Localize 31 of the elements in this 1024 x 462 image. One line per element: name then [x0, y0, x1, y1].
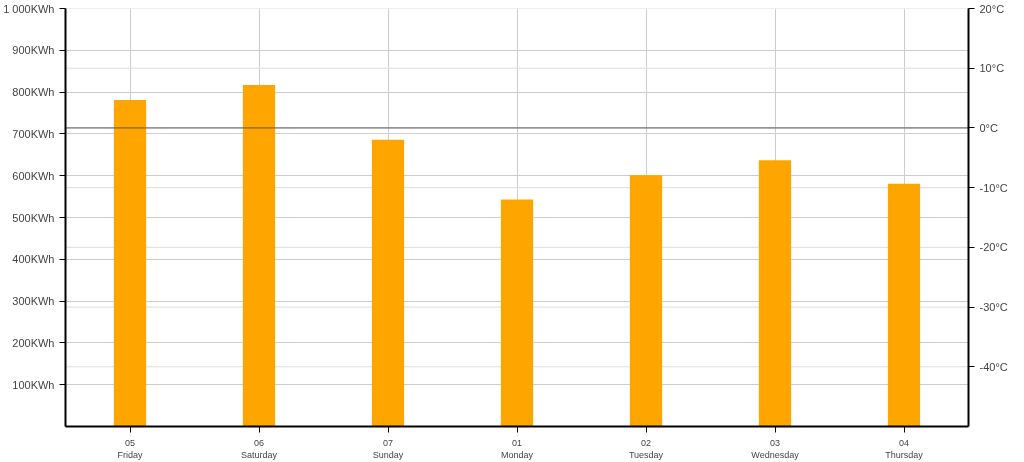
y-tick-label: 300KWh	[12, 295, 55, 308]
x-tick-label: 04 Thursday	[885, 437, 924, 460]
y-tick-label: 200KWh	[12, 336, 55, 349]
y2-tick-label: 0°C	[979, 121, 999, 134]
bar	[242, 84, 276, 427]
y-tick-label: 400KWh	[12, 253, 55, 266]
bar	[113, 100, 147, 427]
bar	[887, 183, 921, 427]
bar	[758, 160, 792, 427]
y-tick-label: 700KWh	[12, 127, 55, 140]
y2-tick-label: 20°C	[979, 2, 1005, 15]
y-tick-label: 900KWh	[12, 44, 55, 57]
x-tick-label: 03 Wednesday	[751, 437, 800, 460]
x-tick-label: 07 Sunday	[372, 437, 404, 460]
y-tick-label: 600KWh	[12, 169, 55, 182]
y-tick-label: 100KWh	[12, 378, 55, 391]
y-tick-label: 800KWh	[12, 86, 55, 99]
y-tick-label: 1 000KWh	[3, 2, 55, 15]
x-tick-label: 05 Friday	[117, 437, 143, 460]
x-tick-label: 01 Monday	[500, 437, 534, 460]
y-tick-label: 500KWh	[12, 211, 55, 224]
y2-tick-label: 10°C	[979, 62, 1005, 75]
bar	[629, 175, 663, 427]
x-tick-label: 06 Saturday	[240, 437, 278, 460]
y2-tick-label: -10°C	[979, 181, 1008, 194]
x-tick-label: 02 Tuesday	[628, 437, 664, 460]
y2-tick-label: -20°C	[979, 241, 1008, 254]
y2-tick-label: -40°C	[979, 360, 1008, 373]
bar	[500, 199, 534, 427]
y2-tick-label: -30°C	[979, 301, 1008, 314]
bar	[371, 139, 405, 427]
